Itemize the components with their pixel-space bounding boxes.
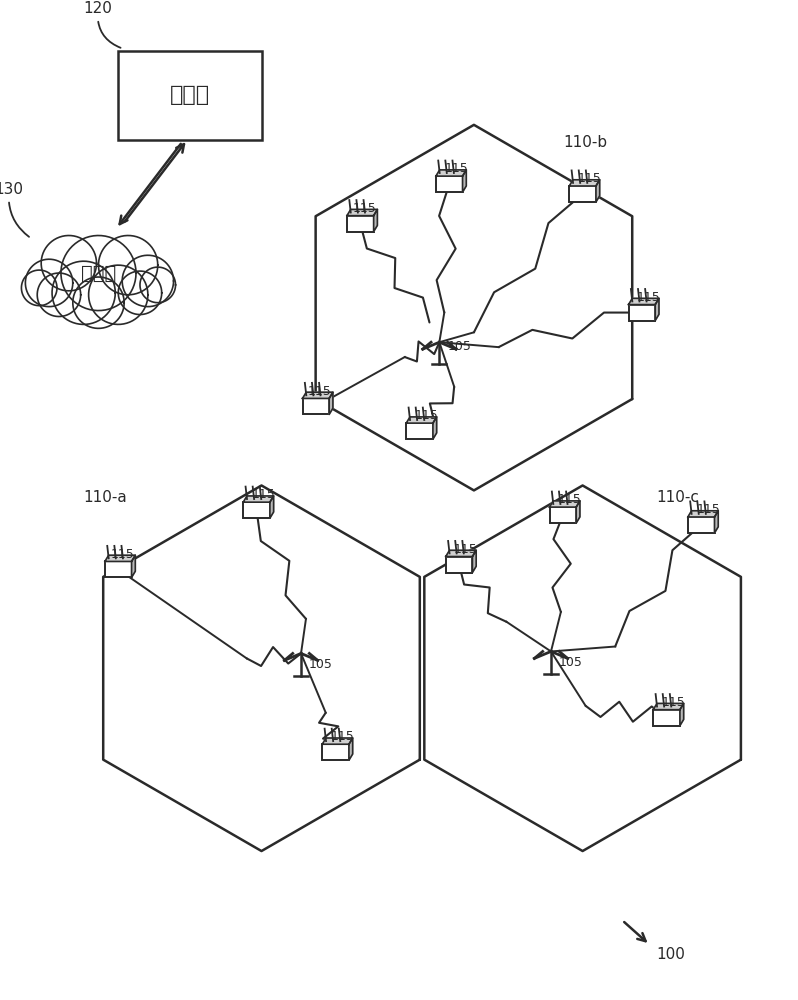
Text: 105: 105 (447, 340, 471, 353)
Polygon shape (118, 271, 162, 315)
Text: 控制器: 控制器 (170, 85, 210, 105)
Text: 115: 115 (330, 730, 354, 744)
Polygon shape (122, 255, 174, 307)
Text: 115: 115 (696, 503, 720, 516)
Text: 120: 120 (84, 1, 120, 48)
Text: 115: 115 (578, 172, 602, 185)
Polygon shape (569, 180, 599, 186)
FancyBboxPatch shape (629, 305, 655, 321)
Polygon shape (52, 261, 115, 324)
Polygon shape (132, 555, 136, 577)
Polygon shape (433, 417, 437, 439)
Text: 115: 115 (558, 493, 582, 506)
Text: 115: 115 (353, 202, 376, 215)
Polygon shape (655, 298, 659, 321)
Text: 115: 115 (251, 488, 275, 501)
Polygon shape (714, 511, 718, 533)
Polygon shape (22, 270, 57, 306)
FancyBboxPatch shape (118, 51, 262, 140)
Polygon shape (105, 555, 136, 561)
Text: 115: 115 (415, 409, 438, 422)
Polygon shape (98, 236, 158, 295)
Polygon shape (243, 496, 274, 502)
Text: 110-b: 110-b (563, 135, 607, 150)
Polygon shape (688, 511, 718, 517)
Polygon shape (463, 170, 466, 192)
Text: 核心网: 核心网 (81, 264, 116, 283)
Polygon shape (89, 265, 148, 324)
Text: 110-c: 110-c (657, 490, 700, 505)
Polygon shape (140, 267, 176, 303)
Text: 115: 115 (444, 162, 468, 175)
FancyBboxPatch shape (347, 216, 373, 232)
FancyBboxPatch shape (688, 517, 714, 533)
FancyBboxPatch shape (446, 557, 472, 573)
Text: 115: 115 (662, 696, 685, 709)
Polygon shape (550, 501, 580, 507)
FancyBboxPatch shape (322, 744, 349, 760)
Polygon shape (302, 392, 333, 398)
Polygon shape (38, 273, 81, 317)
Text: 110-a: 110-a (84, 490, 128, 505)
FancyBboxPatch shape (550, 507, 576, 523)
Text: 115: 115 (454, 543, 478, 556)
Polygon shape (576, 501, 580, 523)
Polygon shape (270, 496, 274, 518)
Polygon shape (629, 298, 659, 305)
Text: 115: 115 (637, 291, 661, 304)
Polygon shape (446, 550, 476, 557)
Text: 105: 105 (559, 656, 583, 669)
Polygon shape (322, 738, 353, 744)
Text: 130: 130 (0, 182, 29, 237)
Polygon shape (347, 209, 377, 216)
Polygon shape (472, 550, 476, 573)
FancyBboxPatch shape (243, 502, 270, 518)
Text: 100: 100 (657, 947, 685, 962)
FancyBboxPatch shape (302, 398, 330, 414)
Polygon shape (596, 180, 599, 202)
Polygon shape (349, 738, 353, 760)
FancyBboxPatch shape (654, 710, 680, 726)
Text: 115: 115 (110, 548, 134, 561)
Text: 115: 115 (308, 385, 332, 398)
Polygon shape (41, 236, 97, 291)
Polygon shape (654, 703, 684, 710)
FancyBboxPatch shape (406, 423, 433, 439)
FancyBboxPatch shape (436, 176, 463, 192)
Text: 105: 105 (309, 658, 333, 671)
FancyBboxPatch shape (569, 186, 596, 202)
Polygon shape (61, 236, 136, 311)
Polygon shape (436, 170, 466, 176)
Polygon shape (26, 259, 73, 307)
Polygon shape (73, 277, 124, 328)
Polygon shape (680, 703, 684, 726)
Polygon shape (330, 392, 333, 414)
FancyBboxPatch shape (105, 561, 132, 577)
Polygon shape (406, 417, 437, 423)
Polygon shape (373, 209, 377, 232)
